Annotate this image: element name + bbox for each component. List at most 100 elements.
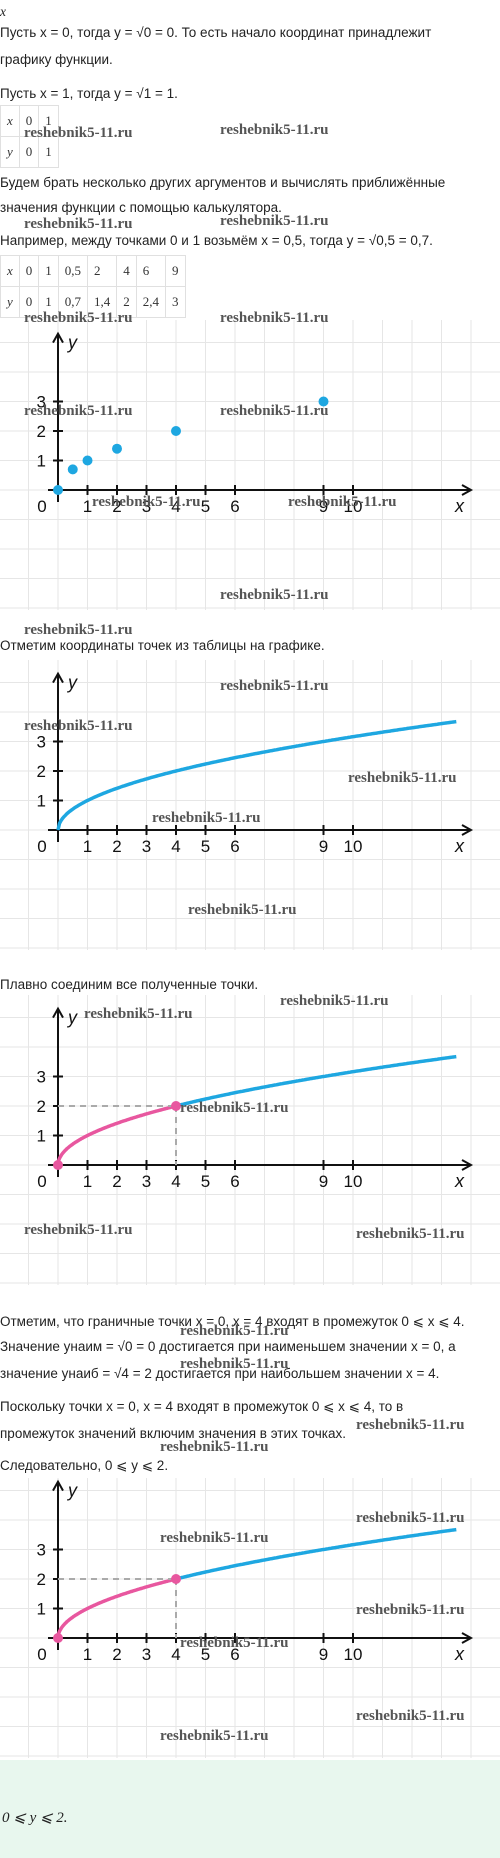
watermark: reshebnik5-11.ru (356, 1510, 465, 1526)
watermark: reshebnik5-11.ru (24, 125, 133, 141)
table-cell: 3 (165, 286, 186, 318)
x-tick-label: 6 (230, 1172, 239, 1191)
x-tick-label: 0 (37, 1645, 46, 1664)
watermark: reshebnik5-11.ru (356, 1602, 465, 1618)
paragraph-1b: графику функции. (0, 52, 113, 67)
table-cell: 1,4 (87, 286, 118, 318)
table-cell: x (0, 105, 20, 137)
x-tick-label: 2 (112, 497, 121, 516)
x-tick-label: 0 (37, 1172, 46, 1191)
highlighted-segment (56, 1104, 177, 1166)
endpoint-dot (171, 1574, 181, 1584)
answer-text: 0 ⩽ y ⩽ 2. (2, 1810, 68, 1826)
x-tick-label: 1 (83, 1172, 92, 1191)
table-cell: 0,7 (57, 286, 89, 318)
watermark: reshebnik5-11.ru (24, 216, 133, 232)
paragraph-4: Например, между точками 0 и 1 возьмём x … (0, 233, 433, 248)
table-1: x 0 1 y 0 1 (0, 105, 59, 168)
answer-box: 0 ⩽ y ⩽ 2. (0, 1760, 500, 1858)
table-2: x 0 1 0,5 2 4 6 9 y 0 1 0,7 1,4 2 2,4 3 (0, 255, 186, 318)
x-tick-label: 6 (230, 497, 239, 516)
table-cell: y (0, 286, 20, 318)
function-curve (175, 1054, 457, 1108)
data-point (53, 485, 63, 495)
y-tick-label: 1 (37, 452, 46, 471)
watermark: reshebnik5-11.ru (24, 718, 133, 734)
table-cell: 1 (38, 136, 59, 168)
x-tick-label: 10 (344, 1172, 363, 1191)
y-tick-label: 3 (37, 1541, 46, 1560)
y-tick-label: 2 (37, 762, 46, 781)
watermark: reshebnik5-11.ru (152, 810, 261, 826)
x-tick-label: 9 (319, 497, 328, 516)
watermark: reshebnik5-11.ru (220, 213, 329, 229)
chart-1: 0 1 2 3 4 5 6 9 10 1 2 3 x y (0, 320, 500, 610)
paragraph-5: Отметим координаты точек из таблицы на г… (0, 638, 325, 653)
watermark: reshebnik5-11.ru (180, 1100, 289, 1116)
table-row: y 0 1 (0, 136, 59, 168)
watermark: reshebnik5-11.ru (160, 1728, 269, 1744)
data-point (67, 464, 78, 475)
y-axis-arrow (52, 1479, 64, 1492)
endpoint-dot (53, 1633, 63, 1643)
watermark: reshebnik5-11.ru (356, 1417, 465, 1433)
x-tick-label: 10 (344, 497, 363, 516)
table-cell: 0,5 (57, 255, 89, 287)
watermark: reshebnik5-11.ru (180, 1356, 289, 1372)
function-curve (175, 1527, 457, 1581)
x-axis-arrow (461, 1632, 474, 1644)
y-tick-label: 1 (37, 1127, 46, 1146)
y-tick-label: 3 (37, 393, 46, 412)
data-point (112, 443, 122, 454)
paragraph-2: Пусть x = 1, тогда y = √1 = 1. (0, 86, 178, 101)
watermark: reshebnik5-11.ru (160, 1530, 269, 1546)
x-tick-label: 6 (230, 837, 239, 856)
table-cell: 0 (18, 255, 40, 287)
paragraph-6: Плавно соединим все полученные точки. (0, 977, 259, 992)
endpoint-dot (53, 1160, 63, 1170)
paragraph-10: Следовательно, 0 ⩽ y ⩽ 2. (0, 1458, 169, 1473)
x-tick-label: 9 (319, 837, 328, 856)
paragraph-8b: значение yнаиб = √4 = 2 достигается при … (0, 1366, 440, 1381)
x-tick-label: 5 (201, 837, 210, 856)
paragraph-3: Будем брать несколько других аргументов … (0, 175, 446, 190)
x-tick-label: 2 (112, 837, 121, 856)
table-cell: 2 (116, 286, 137, 318)
highlighted-segment (56, 1577, 177, 1639)
x-tick-label: 2 (112, 1645, 121, 1664)
x-tick-label: 9 (319, 1172, 328, 1191)
chart-4: 0 1 2 3 4 5 6 9 10 1 2 3 x y (0, 1478, 500, 1758)
y-tick-label: 2 (37, 422, 46, 441)
x-tick-label: 10 (344, 1645, 363, 1664)
x-axis-arrow (461, 1159, 474, 1171)
watermark: reshebnik5-11.ru (280, 993, 389, 1009)
watermark: reshebnik5-11.ru (24, 622, 133, 638)
data-point (171, 426, 181, 436)
table-row: y 0 1 0,7 1,4 2 2,4 3 (0, 286, 186, 318)
x-tick-label: 5 (201, 497, 210, 516)
y-tick-label: 3 (37, 733, 46, 752)
table-cell: x (0, 255, 20, 287)
watermark: reshebnik5-11.ru (288, 494, 397, 510)
chart-2: 0 1 2 3 4 5 6 9 10 1 2 3 x y (0, 660, 500, 950)
watermark: reshebnik5-11.ru (356, 1708, 465, 1724)
watermark: reshebnik5-11.ru (220, 122, 329, 138)
x-tick-label: 9 (319, 1645, 328, 1664)
x-axis-label: x (454, 1171, 465, 1191)
watermark: reshebnik5-11.ru (24, 310, 133, 326)
table-row: x 0 1 (0, 105, 59, 137)
y-tick-label: 1 (37, 792, 46, 811)
table-cell: 4 (116, 255, 137, 287)
data-point (318, 396, 329, 407)
paragraph-9: Поскольку точки x = 0, x = 4 входят в пр… (0, 1399, 404, 1414)
x-tick-label: 4 (171, 1172, 180, 1191)
watermark: reshebnik5-11.ru (220, 678, 329, 694)
table-cell: 2 (87, 255, 118, 287)
table-cell: 9 (165, 255, 186, 287)
watermark: reshebnik5-11.ru (220, 403, 329, 419)
x-tick-label: 5 (201, 1172, 210, 1191)
paragraph-7: Отметим, что граничные точки x = 0, x = … (0, 1314, 465, 1329)
x-tick-label: 10 (344, 837, 363, 856)
y-axis-arrow (52, 1006, 64, 1019)
x-tick-label: 4 (171, 837, 180, 856)
